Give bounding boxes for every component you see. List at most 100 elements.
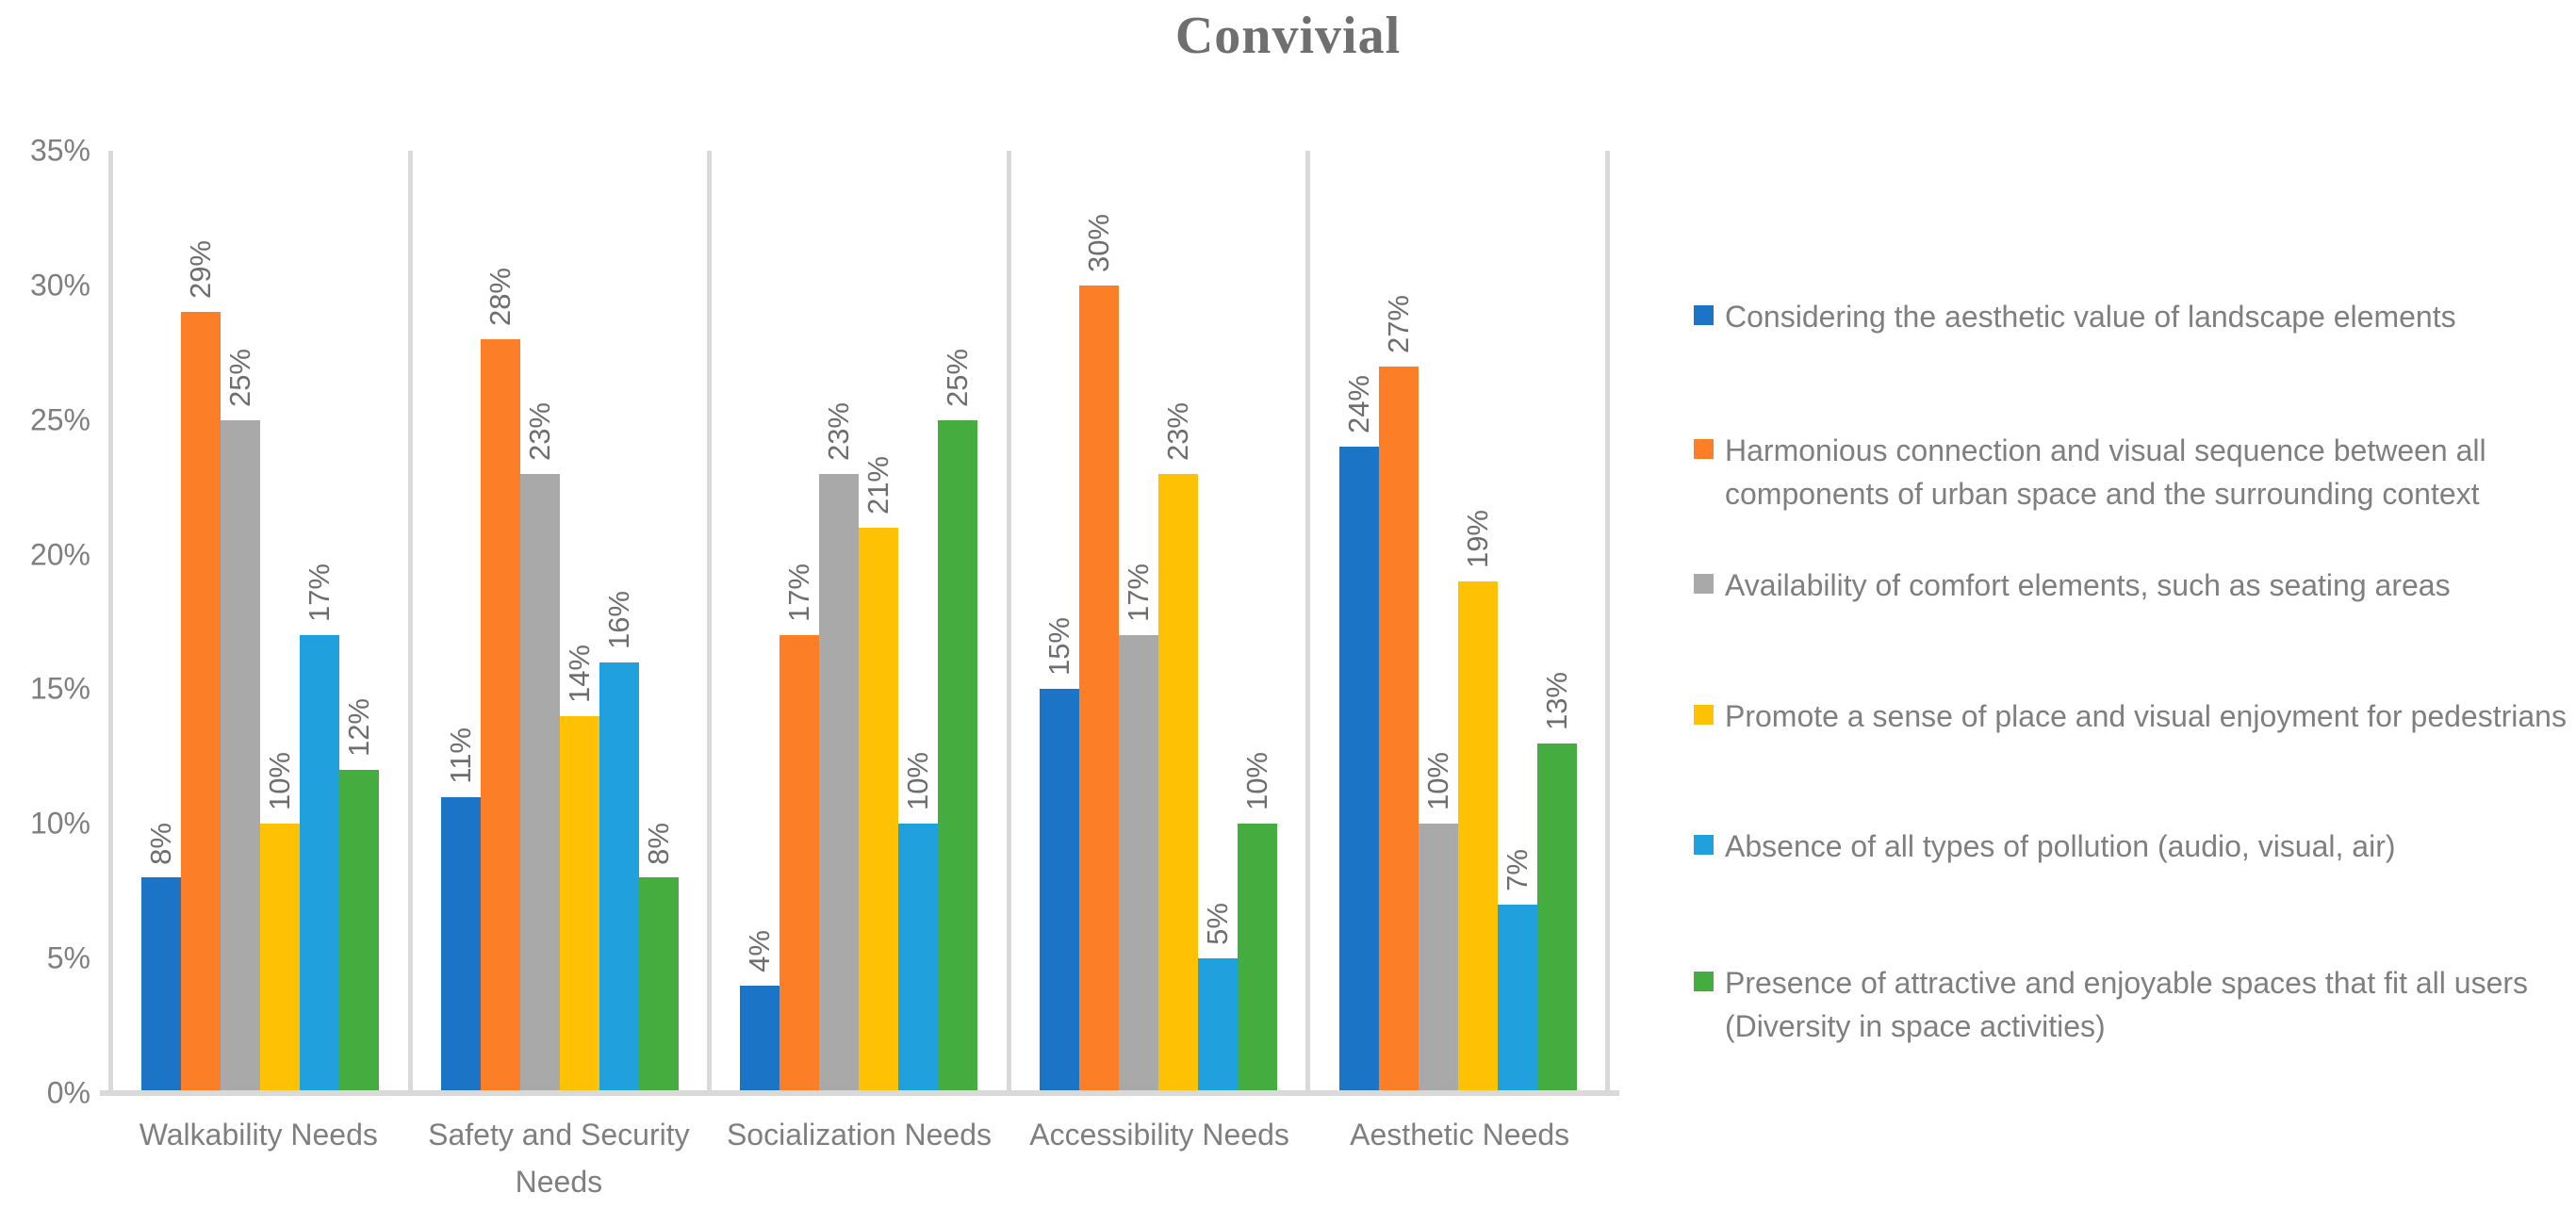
bar-value-label: 25% bbox=[223, 348, 257, 407]
legend-label: Availability of comfort elements, such a… bbox=[1725, 568, 2451, 602]
bar-value-label: 21% bbox=[861, 455, 895, 515]
bar-slot: 14% bbox=[559, 151, 599, 1093]
bar-value-label: 10% bbox=[1420, 752, 1454, 811]
bar bbox=[1497, 905, 1537, 1093]
bar-value-label: 27% bbox=[1381, 294, 1415, 353]
bar-value-label: 5% bbox=[1201, 903, 1235, 946]
bar bbox=[1378, 366, 1419, 1093]
bar-slot: 27% bbox=[1378, 151, 1419, 1093]
bar-slot: 10% bbox=[1238, 151, 1278, 1093]
category-label: Accessibility Needs bbox=[1029, 1118, 1289, 1152]
bar bbox=[300, 635, 340, 1093]
bar bbox=[141, 877, 182, 1093]
bar bbox=[1079, 285, 1120, 1093]
bar-slot: 4% bbox=[740, 151, 780, 1093]
bar-value-label: 17% bbox=[1122, 564, 1156, 623]
bar-slot: 7% bbox=[1497, 151, 1537, 1093]
legend-swatch-icon bbox=[1694, 972, 1714, 991]
bar-value-label: 10% bbox=[1240, 752, 1274, 811]
bar-value-label: 13% bbox=[1539, 671, 1573, 730]
category-group: 11% 28% 23% 14% 16% 8% bbox=[407, 151, 708, 1093]
legend-swatch-icon bbox=[1694, 705, 1714, 725]
bar bbox=[221, 419, 261, 1093]
bar-slot: 10% bbox=[898, 151, 939, 1093]
legend-item: Availability of comfort elements, such a… bbox=[1694, 564, 2451, 607]
y-axis-tick-label: 5% bbox=[46, 940, 90, 975]
bar-value-label: 28% bbox=[484, 267, 517, 326]
bar-value-label: 7% bbox=[1500, 849, 1534, 891]
legend-swatch-icon bbox=[1694, 835, 1714, 855]
bar bbox=[859, 528, 899, 1093]
bar bbox=[819, 473, 860, 1093]
bar-value-label: 17% bbox=[782, 564, 816, 623]
bar-value-label: 23% bbox=[523, 401, 557, 461]
bar-value-label: 23% bbox=[1161, 401, 1195, 461]
bar-slot: 8% bbox=[141, 151, 182, 1093]
y-axis-tick-label: 10% bbox=[29, 806, 90, 841]
category-label: Aesthetic Needs bbox=[1350, 1118, 1570, 1152]
x-axis-line bbox=[100, 1090, 1619, 1096]
bar-slot: 8% bbox=[638, 151, 679, 1093]
bar-value-label: 4% bbox=[743, 929, 777, 972]
bar bbox=[1040, 689, 1080, 1093]
bar-value-label: 25% bbox=[941, 348, 975, 407]
bar-value-label: 30% bbox=[1082, 213, 1116, 272]
bar-slot: 25% bbox=[938, 151, 978, 1093]
legend-label: Presence of attractive and enjoyable spa… bbox=[1725, 966, 2529, 1044]
bar-slot: 13% bbox=[1536, 151, 1577, 1093]
bar-slot: 23% bbox=[819, 151, 860, 1093]
y-axis-tick-label: 35% bbox=[29, 133, 90, 168]
bar-slot: 23% bbox=[519, 151, 560, 1093]
bar-slot: 17% bbox=[1119, 151, 1159, 1093]
bar-slot: 23% bbox=[1158, 151, 1199, 1093]
plot-area: 8% 29% 25% 10% 17% 12% 11% 28% 23% 14% 16% 8% 4% 17% 2… bbox=[108, 151, 1610, 1093]
bar-value-label: 17% bbox=[303, 564, 336, 623]
bar bbox=[260, 824, 301, 1093]
bar bbox=[339, 770, 380, 1093]
legend-label: Harmonious connection and visual sequenc… bbox=[1725, 433, 2486, 512]
bar-value-label: 10% bbox=[901, 752, 935, 811]
bar bbox=[519, 473, 560, 1093]
bar bbox=[779, 635, 820, 1093]
bar bbox=[1418, 824, 1458, 1093]
legend-label: Considering the aesthetic value of lands… bbox=[1725, 300, 2456, 334]
bar bbox=[740, 985, 780, 1093]
bar bbox=[1198, 958, 1239, 1093]
bar bbox=[1457, 581, 1498, 1093]
legend-item: Considering the aesthetic value of lands… bbox=[1694, 295, 2456, 338]
bar bbox=[638, 877, 679, 1093]
category-label: Socialization Needs bbox=[726, 1118, 992, 1152]
chart-title: Convivial bbox=[1174, 7, 1402, 65]
bar-slot: 21% bbox=[859, 151, 899, 1093]
bar-slot: 12% bbox=[339, 151, 380, 1093]
bar-value-label: 19% bbox=[1460, 510, 1494, 569]
bar bbox=[1158, 473, 1199, 1093]
bar bbox=[1119, 635, 1159, 1093]
category-label: Safety and Security Needs bbox=[428, 1118, 690, 1199]
legend-swatch-icon bbox=[1694, 305, 1714, 325]
bar bbox=[440, 796, 481, 1093]
y-axis-tick-label: 25% bbox=[29, 402, 90, 437]
bar-slot: 10% bbox=[260, 151, 301, 1093]
bar-slot: 30% bbox=[1079, 151, 1120, 1093]
bar bbox=[1536, 743, 1577, 1093]
bar-value-label: 15% bbox=[1042, 617, 1076, 677]
bar bbox=[1338, 447, 1379, 1093]
bar-slot: 15% bbox=[1040, 151, 1080, 1093]
bar-value-label: 23% bbox=[822, 401, 856, 461]
bar-slot: 29% bbox=[181, 151, 222, 1093]
bar-value-label: 11% bbox=[444, 727, 478, 784]
bar-slot: 16% bbox=[599, 151, 639, 1093]
bar-slot: 19% bbox=[1457, 151, 1498, 1093]
bar-slot: 17% bbox=[779, 151, 820, 1093]
legend-label: Absence of all types of pollution (audio… bbox=[1725, 829, 2396, 863]
bar bbox=[559, 716, 599, 1093]
legend-swatch-icon bbox=[1694, 574, 1714, 594]
category-group: 24% 27% 10% 19% 7% 13% bbox=[1305, 151, 1610, 1093]
x-axis-labels: Walkability Needs Safety and Security Nee… bbox=[108, 1112, 1610, 1205]
bar bbox=[1238, 824, 1278, 1093]
bar-value-label: 10% bbox=[263, 752, 297, 811]
category-group: 4% 17% 23% 21% 10% 25% bbox=[707, 151, 1007, 1093]
bar-slot: 10% bbox=[1418, 151, 1458, 1093]
